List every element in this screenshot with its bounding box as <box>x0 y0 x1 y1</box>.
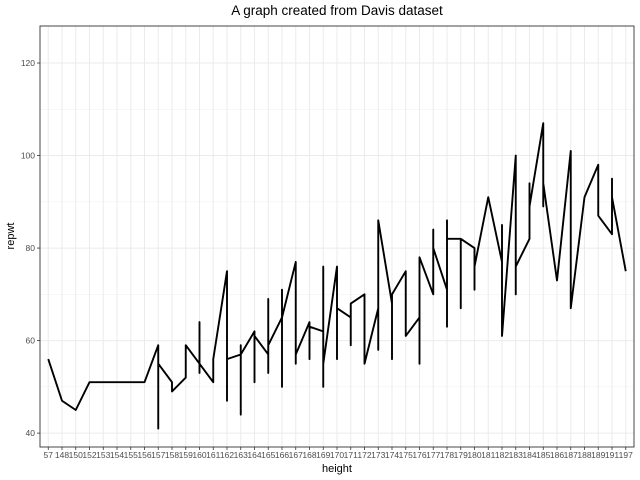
x-tick-label: 170 <box>330 450 344 460</box>
x-tick-label: 161 <box>206 450 220 460</box>
x-tick-label: 182 <box>495 450 509 460</box>
x-tick-label: 148 <box>55 450 69 460</box>
x-tick-label: 159 <box>179 450 193 460</box>
x-tick-label: 163 <box>234 450 248 460</box>
series-line <box>47 122 627 430</box>
x-tick-label: 155 <box>124 450 138 460</box>
y-tick-label: 120 <box>21 58 35 68</box>
x-tick-label: 179 <box>454 450 468 460</box>
x-tick-label: 57 <box>44 450 54 460</box>
x-tick-label: 160 <box>192 450 206 460</box>
y-tick-label: 40 <box>26 428 36 438</box>
x-tick-label: 187 <box>564 450 578 460</box>
x-tick-label: 197 <box>619 450 633 460</box>
x-tick-label: 153 <box>96 450 110 460</box>
x-tick-label: 152 <box>82 450 96 460</box>
x-tick-label: 180 <box>467 450 481 460</box>
x-tick-label: 156 <box>137 450 151 460</box>
x-tick-label: 189 <box>591 450 605 460</box>
x-tick-label: 172 <box>357 450 371 460</box>
x-tick-label: 183 <box>509 450 523 460</box>
x-tick-label: 150 <box>69 450 83 460</box>
x-tick-label: 162 <box>220 450 234 460</box>
x-tick-label: 186 <box>550 450 564 460</box>
x-tick-label: 171 <box>344 450 358 460</box>
x-tick-label: 191 <box>605 450 619 460</box>
x-tick-label: 154 <box>110 450 124 460</box>
x-tick-label: 157 <box>151 450 165 460</box>
x-tick-label: 176 <box>412 450 426 460</box>
x-tick-label: 181 <box>481 450 495 460</box>
x-tick-label: 165 <box>261 450 275 460</box>
x-tick-label: 184 <box>522 450 536 460</box>
x-tick-label: 166 <box>275 450 289 460</box>
x-tick-label: 174 <box>385 450 399 460</box>
x-tick-label: 175 <box>399 450 413 460</box>
x-axis-title: height <box>322 463 352 475</box>
y-tick-label: 80 <box>26 243 36 253</box>
x-tick-label: 188 <box>577 450 591 460</box>
x-tick-label: 177 <box>426 450 440 460</box>
x-tick-label: 178 <box>440 450 454 460</box>
x-tick-label: 167 <box>289 450 303 460</box>
x-tick-label: 168 <box>302 450 316 460</box>
y-axis-title: repwt <box>5 223 17 250</box>
x-tick-label: 173 <box>371 450 385 460</box>
x-tick-label: 164 <box>247 450 261 460</box>
x-tick-label: 185 <box>536 450 550 460</box>
x-tick-label: 158 <box>165 450 179 460</box>
y-tick-label: 100 <box>21 151 35 161</box>
chart-title: A graph created from Davis dataset <box>231 3 443 18</box>
y-tick-label: 60 <box>26 336 36 346</box>
x-tick-label: 169 <box>316 450 330 460</box>
